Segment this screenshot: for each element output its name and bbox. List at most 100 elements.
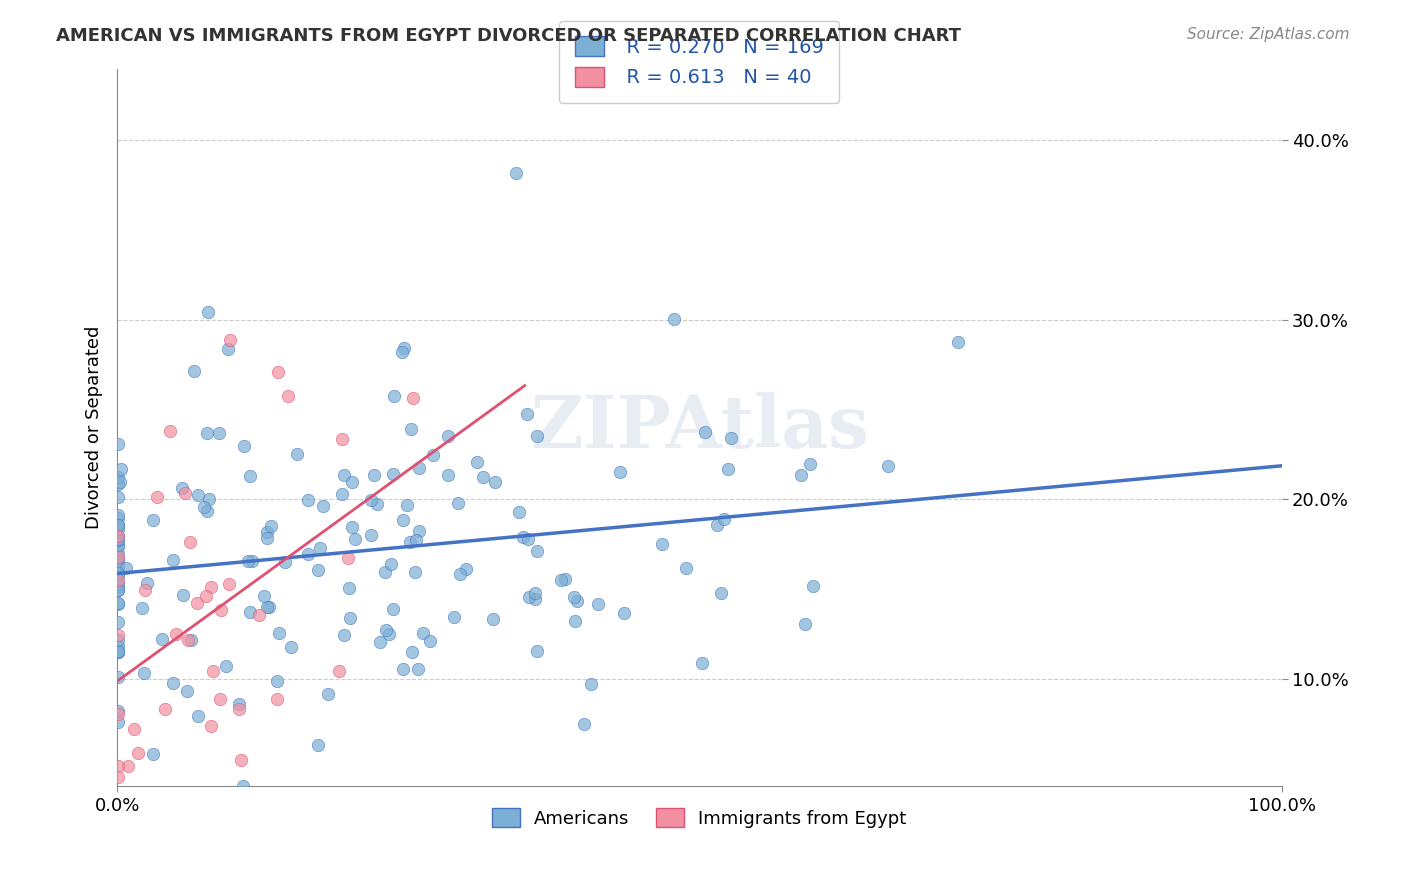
Point bbox=[107, 545, 129, 559]
Point bbox=[307, 738, 329, 752]
Point bbox=[240, 554, 263, 568]
Point bbox=[664, 311, 686, 326]
Point bbox=[523, 591, 546, 606]
Point bbox=[408, 524, 430, 538]
Point bbox=[239, 605, 262, 619]
Point bbox=[651, 537, 673, 551]
Point bbox=[336, 551, 359, 566]
Point bbox=[713, 512, 735, 526]
Point bbox=[339, 611, 361, 625]
Point bbox=[277, 388, 299, 402]
Text: Source: ZipAtlas.com: Source: ZipAtlas.com bbox=[1187, 27, 1350, 42]
Point bbox=[232, 780, 254, 794]
Point bbox=[382, 389, 405, 403]
Point bbox=[406, 662, 429, 676]
Point bbox=[107, 508, 129, 522]
Point bbox=[195, 425, 218, 440]
Point bbox=[233, 439, 256, 453]
Point bbox=[239, 468, 262, 483]
Point bbox=[505, 166, 527, 180]
Point bbox=[127, 746, 149, 760]
Point bbox=[177, 632, 200, 647]
Point bbox=[481, 612, 503, 626]
Point bbox=[330, 487, 353, 501]
Point bbox=[153, 702, 176, 716]
Point bbox=[201, 797, 224, 812]
Point bbox=[333, 628, 356, 642]
Point bbox=[107, 574, 129, 588]
Point bbox=[710, 586, 733, 600]
Point bbox=[316, 687, 339, 701]
Point bbox=[180, 632, 202, 647]
Point bbox=[107, 550, 129, 565]
Point bbox=[107, 706, 129, 721]
Point bbox=[107, 670, 129, 684]
Point bbox=[107, 517, 129, 532]
Point bbox=[176, 684, 198, 698]
Point bbox=[107, 644, 129, 658]
Point bbox=[675, 561, 697, 575]
Point bbox=[107, 533, 129, 547]
Point bbox=[107, 529, 129, 543]
Point bbox=[170, 481, 193, 495]
Point bbox=[107, 476, 129, 491]
Point bbox=[447, 496, 470, 510]
Point bbox=[231, 753, 253, 767]
Point bbox=[142, 513, 165, 527]
Point bbox=[134, 582, 156, 597]
Point bbox=[312, 499, 335, 513]
Point bbox=[377, 626, 399, 640]
Point bbox=[107, 490, 129, 504]
Point bbox=[399, 422, 422, 436]
Point bbox=[107, 786, 129, 800]
Point bbox=[215, 659, 238, 673]
Point bbox=[465, 455, 488, 469]
Point bbox=[107, 569, 129, 583]
Point bbox=[256, 532, 278, 546]
Point bbox=[565, 593, 588, 607]
Point bbox=[172, 588, 194, 602]
Point bbox=[131, 600, 153, 615]
Point bbox=[285, 447, 308, 461]
Point bbox=[572, 717, 595, 731]
Point bbox=[375, 623, 398, 637]
Point bbox=[107, 704, 129, 718]
Point bbox=[174, 485, 197, 500]
Point bbox=[208, 692, 231, 706]
Point bbox=[107, 518, 129, 533]
Legend: Americans, Immigrants from Egypt: Americans, Immigrants from Egypt bbox=[485, 801, 914, 835]
Point bbox=[107, 633, 129, 648]
Point bbox=[381, 601, 404, 615]
Point bbox=[380, 558, 402, 572]
Point bbox=[342, 519, 364, 533]
Point bbox=[360, 492, 382, 507]
Point bbox=[107, 596, 129, 610]
Point bbox=[368, 635, 391, 649]
Point bbox=[107, 436, 129, 450]
Point bbox=[266, 674, 288, 689]
Point bbox=[437, 429, 460, 443]
Point bbox=[136, 575, 159, 590]
Point bbox=[526, 429, 548, 443]
Point bbox=[107, 579, 129, 593]
Point bbox=[110, 462, 132, 476]
Point bbox=[200, 581, 222, 595]
Point bbox=[450, 567, 472, 582]
Point bbox=[297, 547, 319, 561]
Point bbox=[193, 500, 215, 514]
Point bbox=[142, 747, 165, 761]
Point bbox=[107, 539, 129, 553]
Point bbox=[340, 475, 363, 490]
Point bbox=[344, 532, 367, 546]
Point bbox=[720, 431, 742, 445]
Y-axis label: Divorced or Separated: Divorced or Separated bbox=[86, 326, 103, 529]
Point bbox=[107, 597, 129, 611]
Point bbox=[472, 470, 495, 484]
Point bbox=[107, 577, 129, 591]
Point bbox=[550, 573, 572, 587]
Point bbox=[209, 602, 232, 616]
Point bbox=[412, 625, 434, 640]
Point bbox=[132, 666, 155, 681]
Point bbox=[374, 565, 396, 579]
Point bbox=[174, 797, 197, 812]
